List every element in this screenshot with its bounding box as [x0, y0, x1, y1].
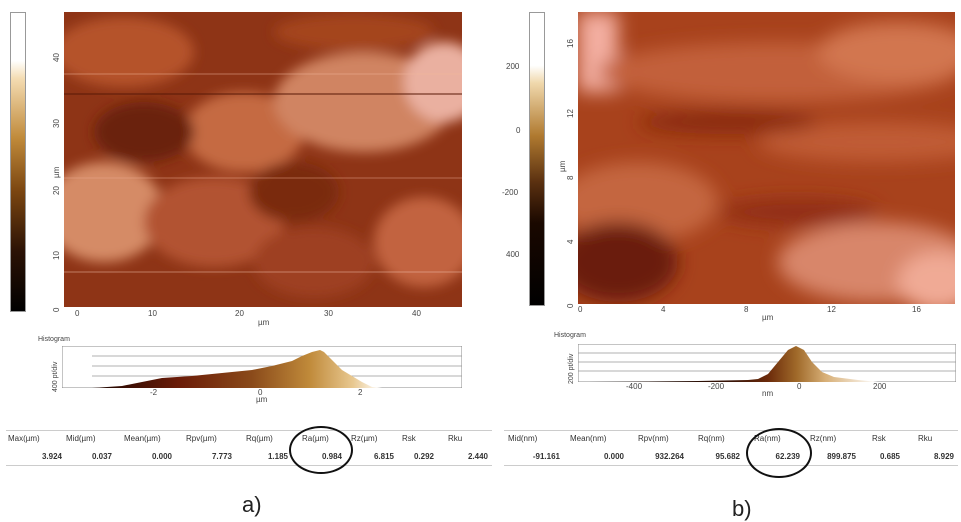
x-tick: 12 — [827, 305, 836, 314]
y-tick: 0 — [566, 303, 575, 308]
stat-value: 6.815 — [373, 452, 394, 461]
x-tick: 0 — [75, 309, 80, 318]
panel-b-roughness-table: Mid(nm) Mean(nm) Rpv(nm) Rq(nm) Ra(nm) R… — [504, 430, 958, 466]
stat-header: Rq(nm) — [698, 434, 725, 443]
stat-header: Mean(µm) — [124, 434, 161, 443]
stat-value: 7.773 — [211, 452, 232, 461]
stat-value: 0.037 — [91, 452, 112, 461]
panel-a-afm-map — [64, 12, 462, 307]
stat-header: Rsk — [872, 434, 886, 443]
y-tick: 16 — [566, 39, 575, 48]
stat-value: 3.924 — [41, 452, 62, 461]
x-tick: 8 — [744, 305, 749, 314]
stat-header: Mid(nm) — [508, 434, 538, 443]
x-axis-unit: µm — [258, 318, 270, 327]
y-tick: 30 — [52, 119, 61, 128]
panel-a-histogram — [62, 346, 462, 388]
hist-x-tick: -200 — [708, 382, 725, 391]
hist-x-tick: -400 — [626, 382, 643, 391]
hist-x-tick: -2 — [150, 388, 158, 397]
panel-a-colorbar — [10, 12, 26, 312]
stat-header: Mid(µm) — [66, 434, 96, 443]
y-tick: 0 — [52, 307, 61, 312]
y-axis-unit: µm — [558, 160, 567, 172]
hist-x-unit: nm — [762, 389, 774, 398]
panel-a-ra-highlight-circle — [289, 426, 353, 474]
hist-x-tick: 200 — [873, 382, 887, 391]
panel-a-x-axis: 0 10 20 30 40 µm — [64, 309, 462, 331]
stat-header: Rku — [918, 434, 933, 443]
y-tick: 12 — [566, 109, 575, 118]
x-axis-unit: µm — [762, 313, 774, 322]
x-tick: 30 — [324, 309, 333, 318]
panel-b-y-axis: 16 12 8 4 0 µm — [556, 12, 578, 308]
hist-x-unit: µm — [256, 395, 268, 404]
stat-header: Rq(µm) — [246, 434, 273, 443]
hist-x-tick: 2 — [358, 388, 363, 397]
stat-value: 0.292 — [413, 452, 434, 461]
y-tick: 8 — [566, 175, 575, 180]
y-tick: 10 — [52, 251, 61, 260]
panel-b-histogram — [578, 344, 956, 382]
panel-a-histogram-y-label: 400 pt/div — [52, 361, 59, 392]
x-tick: 40 — [412, 309, 421, 318]
panel-a-histogram-x-axis: -2 0 2 µm — [62, 388, 462, 408]
hist-x-tick: 0 — [797, 382, 802, 391]
colorbar-tick: 200 — [506, 62, 520, 71]
stat-value: -91.161 — [532, 452, 560, 461]
stat-value: 8.929 — [933, 452, 954, 461]
panel-b-afm-map — [578, 12, 955, 304]
y-axis-unit: µm — [52, 166, 61, 178]
panel-b-x-axis: 0 4 8 12 16 µm — [578, 305, 955, 327]
panel-b-colorbar — [529, 12, 545, 306]
panel-b-histogram-x-axis: -400 -200 0 200 nm — [578, 382, 956, 402]
x-tick: 10 — [148, 309, 157, 318]
stat-value: 0.685 — [879, 452, 900, 461]
panel-a-roughness-table: Max(µm) Mid(µm) Mean(µm) Rpv(µm) Rq(µm) … — [6, 430, 492, 466]
panel-b-ra-highlight-circle — [746, 428, 812, 478]
stat-header: Rku — [448, 434, 463, 443]
panel-a-y-axis: 40 30 20 10 0 µm — [40, 12, 62, 312]
colorbar-tick: 400 — [506, 250, 520, 259]
x-tick: 20 — [235, 309, 244, 318]
stat-header: Max(µm) — [8, 434, 40, 443]
hist-x-tick: 0 — [258, 388, 263, 397]
x-tick: 4 — [661, 305, 666, 314]
y-tick: 4 — [566, 239, 575, 244]
y-tick: 20 — [52, 186, 61, 195]
stat-value: 0.000 — [151, 452, 172, 461]
y-tick: 40 — [52, 53, 61, 62]
x-tick: 16 — [912, 305, 921, 314]
stat-value: 0.000 — [603, 452, 624, 461]
panel-b-histogram-y-label: 200 pt/div — [568, 353, 575, 384]
panel-b-label: b) — [732, 496, 752, 521]
colorbar-tick: -200 — [502, 188, 519, 197]
stat-value: 95.682 — [715, 452, 740, 461]
stat-value: 2.440 — [467, 452, 488, 461]
stat-header: Rz(µm) — [351, 434, 378, 443]
stat-value: 1.185 — [267, 452, 288, 461]
x-tick: 0 — [578, 305, 583, 314]
panel-a-label: a) — [242, 492, 262, 517]
stat-header: Rsk — [402, 434, 416, 443]
panel-b-histogram-title: Histogram — [554, 332, 586, 339]
stat-header: Mean(nm) — [570, 434, 607, 443]
panel-a-histogram-title: Histogram — [38, 336, 70, 343]
stat-value: 899.875 — [827, 452, 856, 461]
colorbar-tick: 0 — [516, 126, 521, 135]
stat-header: Rpv(nm) — [638, 434, 669, 443]
stat-header: Rz(nm) — [810, 434, 837, 443]
panel-b-colorbar-ticks: 200 0 -200 400 — [498, 12, 528, 304]
stat-header: Rpv(µm) — [186, 434, 217, 443]
stat-value: 932.264 — [655, 452, 684, 461]
